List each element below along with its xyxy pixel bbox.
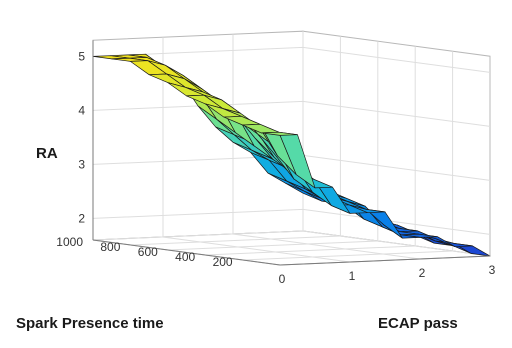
z-axis-label: RA	[36, 145, 58, 162]
tick-labels: 2 3 4 5 200 400 600 800 1000 0 1 2 3	[56, 49, 495, 286]
z-tick-label: 4	[78, 103, 85, 117]
z-tick-label: 2	[78, 211, 85, 225]
y-tick-label: 1000	[56, 235, 83, 249]
y-gridline	[92, 31, 304, 241]
x-axis-label: ECAP pass	[378, 315, 458, 332]
x-tick-label: 0	[279, 272, 286, 286]
front-box-edges	[92, 40, 491, 266]
y-gridline	[167, 41, 379, 251]
x-tick-label: 3	[489, 263, 496, 277]
y-axis-line	[92, 239, 281, 266]
surface-mesh	[92, 53, 491, 257]
y-gridline	[205, 46, 416, 256]
y-gridline	[242, 51, 454, 261]
y-axis-label: Spark Presence time	[16, 315, 164, 332]
grid-lines	[92, 31, 491, 266]
y-gridline	[130, 36, 341, 246]
z-tick-label: 3	[78, 157, 85, 171]
x-tick-label: 1	[349, 269, 356, 283]
x-tick-label: 2	[419, 266, 426, 280]
y-tick-label: 800	[100, 240, 120, 254]
x-axis-line	[279, 255, 491, 266]
y-tick-label: 200	[213, 255, 233, 269]
y-tick-label: 400	[175, 250, 195, 264]
surface-cell	[260, 131, 298, 136]
z-tick-label: 5	[78, 49, 85, 63]
y-tick-label: 600	[138, 245, 158, 259]
